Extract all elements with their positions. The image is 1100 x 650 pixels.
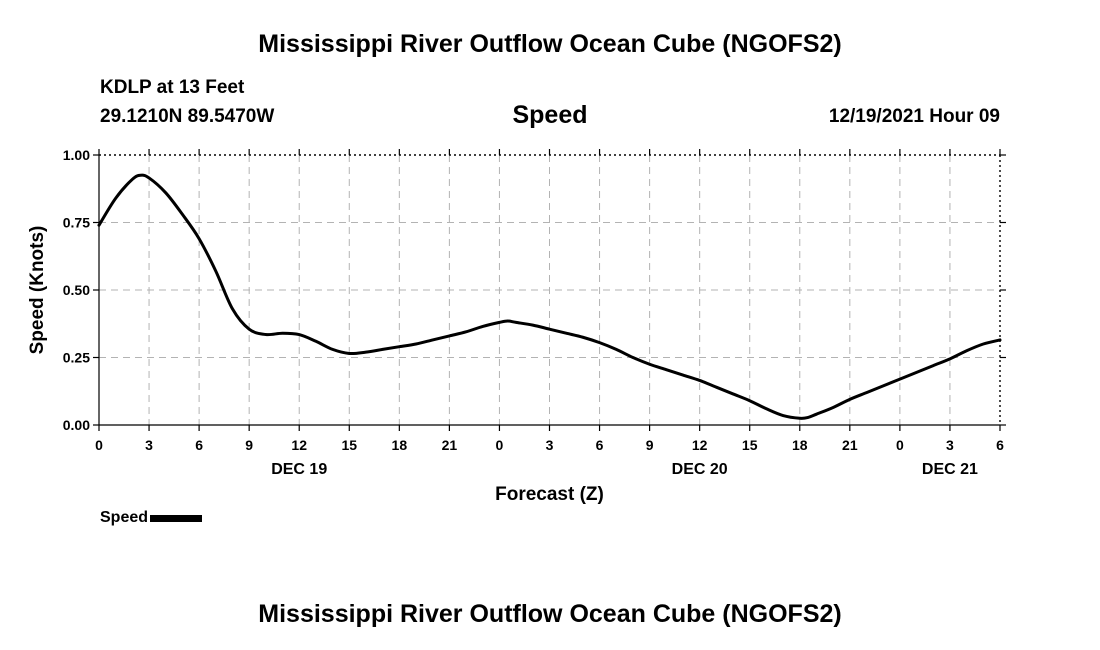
x-tick-label: 6 <box>195 437 203 453</box>
x-tick-label: 0 <box>896 437 904 453</box>
x-tick-label: 18 <box>392 437 408 453</box>
y-tick-label: 0.00 <box>63 417 90 433</box>
x-tick-label: 0 <box>496 437 504 453</box>
forecast-run-time: 12/19/2021 Hour 09 <box>828 106 1000 127</box>
x-tick-label: 12 <box>692 437 708 453</box>
x-axis-title: Forecast (Z) <box>495 484 604 505</box>
footer-chart-title: Mississippi River Outflow Ocean Cube (NG… <box>258 600 842 628</box>
date-label: DEC 20 <box>672 461 728 478</box>
station-coordinates: 29.1210N 89.5470W <box>100 106 275 127</box>
x-tick-label: 9 <box>245 437 253 453</box>
x-tick-label: 15 <box>341 437 357 453</box>
x-tick-label: 9 <box>646 437 654 453</box>
y-tick-label: 0.50 <box>63 282 90 298</box>
x-tick-label: 6 <box>996 437 1004 453</box>
y-axis-title: Speed (Knots) <box>27 226 48 355</box>
x-tick-label: 21 <box>842 437 858 453</box>
date-label: DEC 19 <box>271 461 327 478</box>
chart-legend: Speed <box>100 509 203 527</box>
speed-chart: 0.00 0.25 0.50 0.75 1.00 0 3 6 9 12 15 18 21 0 3 6 9 12 15… <box>27 147 1006 505</box>
y-tick-label: 0.75 <box>63 215 90 231</box>
date-label: DEC 21 <box>922 461 978 478</box>
x-tick-label: 21 <box>442 437 458 453</box>
x-tick-label: 6 <box>596 437 604 453</box>
station-label: KDLP at 13 Feet <box>100 77 245 98</box>
legend-line-swatch <box>150 515 203 523</box>
x-tick-label: 3 <box>946 437 954 453</box>
series-line-speed <box>97 173 1002 420</box>
x-tick-label: 3 <box>145 437 153 453</box>
y-tick-label: 1.00 <box>63 147 90 163</box>
x-tick-label: 18 <box>792 437 808 453</box>
chart-main-title: Mississippi River Outflow Ocean Cube (NG… <box>258 30 842 58</box>
chart-subtitle: Speed <box>512 101 588 129</box>
legend-label: Speed <box>100 509 149 526</box>
x-tick-label: 3 <box>546 437 554 453</box>
x-tick-label: 12 <box>291 437 307 453</box>
x-tick-label: 0 <box>95 437 103 453</box>
y-tick-label: 0.25 <box>63 350 90 366</box>
x-tick-label: 15 <box>742 437 758 453</box>
